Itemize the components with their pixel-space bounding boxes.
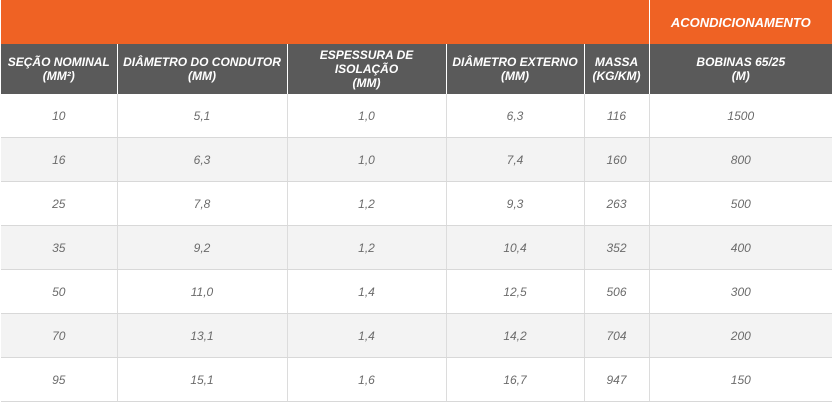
table-cell: 352 <box>583 225 650 270</box>
table-cell: 200 <box>648 313 833 358</box>
table-cell: 704 <box>583 313 650 358</box>
table-cell: 1,0 <box>286 94 446 138</box>
table-cell: 1,6 <box>286 357 446 402</box>
table-cell: 13,1 <box>116 313 287 358</box>
table-cell: 800 <box>648 137 833 182</box>
table-cell: 150 <box>648 357 833 402</box>
table-cell: 947 <box>583 357 650 402</box>
table-cell: 16,7 <box>445 357 584 402</box>
table-row: 50 11,0 1,4 12,5 506 300 <box>1 269 833 314</box>
table-cell: 1,0 <box>286 137 446 182</box>
table-cell: 500 <box>648 181 833 226</box>
table-cell: 1,2 <box>286 225 446 270</box>
table-cell: 400 <box>648 225 833 270</box>
column-header-secao-nominal: SEÇÃO NOMINAL (MM²) <box>1 44 117 94</box>
table-cell: 9,2 <box>116 225 287 270</box>
column-header-row: SEÇÃO NOMINAL (MM²) DIÂMETRO DO CONDUTOR(… <box>1 44 833 94</box>
table-cell: 116 <box>583 94 650 138</box>
table-row: 35 9,2 1,2 10,4 352 400 <box>1 225 833 270</box>
table-cell: 10 <box>1 94 117 138</box>
table-cell: 14,2 <box>445 313 584 358</box>
table-cell: 263 <box>583 181 650 226</box>
table-cell: 1,2 <box>286 181 446 226</box>
group-header-row: ACONDICIONAMENTO <box>1 0 833 44</box>
table-row: 25 7,8 1,2 9,3 263 500 <box>1 181 833 226</box>
column-header-unit: (MM) <box>352 76 381 90</box>
column-header-bobinas: BOBINAS 65/25 (M) <box>648 44 833 94</box>
table-cell: 11,0 <box>116 269 287 314</box>
table-cell: 15,1 <box>116 357 287 402</box>
table-row: 95 15,1 1,6 16,7 947 150 <box>1 357 833 402</box>
column-header-unit: (KG/KM) <box>592 69 641 83</box>
column-header-espessura-isolacao: ESPESSURA DE ISOLAÇÃO (MM) <box>286 44 446 94</box>
table-cell: 1,4 <box>286 313 446 358</box>
column-header-unit: (M) <box>731 69 750 83</box>
table-row: 16 6,3 1,0 7,4 160 800 <box>1 137 833 182</box>
table-cell: 25 <box>1 181 117 226</box>
table-cell: 1,4 <box>286 269 446 314</box>
column-header-label: DIÂMETRO DO CONDUTOR <box>123 55 281 69</box>
group-header-acondicionamento: ACONDICIONAMENTO <box>648 0 833 44</box>
table-cell: 70 <box>1 313 117 358</box>
column-header-label: ESPESSURA DE ISOLAÇÃO <box>319 48 414 76</box>
table-cell: 10,4 <box>445 225 584 270</box>
table-cell: 7,8 <box>116 181 287 226</box>
table-row: 10 5,1 1,0 6,3 116 1500 <box>1 94 833 138</box>
table-cell: 506 <box>583 269 650 314</box>
table-row: 70 13,1 1,4 14,2 704 200 <box>1 313 833 358</box>
column-header-diametro-externo: DIÂMETRO EXTERNO (MM) <box>445 44 584 94</box>
table-cell: 12,5 <box>445 269 584 314</box>
table-cell: 9,3 <box>445 181 584 226</box>
column-header-label: BOBINAS 65/25 <box>696 55 786 69</box>
table-cell: 7,4 <box>445 137 584 182</box>
table-cell: 300 <box>648 269 833 314</box>
table-cell: 16 <box>1 137 117 182</box>
column-header-unit: (MM) <box>501 69 529 83</box>
table-cell: 50 <box>1 269 117 314</box>
group-header-blank <box>1 0 650 44</box>
table-cell: 6,3 <box>116 137 287 182</box>
column-header-diametro-condutor: DIÂMETRO DO CONDUTOR (MM) <box>116 44 287 94</box>
column-header-unit: (MM) <box>188 69 216 83</box>
column-header-massa: MASSA (KG/KM) <box>583 44 650 94</box>
table-cell: 160 <box>583 137 650 182</box>
column-header-label: MASSA <box>594 55 639 69</box>
column-header-label: SEÇÃO NOMINAL <box>7 55 110 69</box>
column-header-label: DIÂMETRO EXTERNO <box>452 55 578 69</box>
table-cell: 1500 <box>648 94 833 138</box>
table-cell: 35 <box>1 225 117 270</box>
table-cell: 95 <box>1 357 117 402</box>
table-cell: 6,3 <box>445 94 584 138</box>
column-header-unit: (MM²) <box>42 69 75 83</box>
table-cell: 5,1 <box>116 94 287 138</box>
